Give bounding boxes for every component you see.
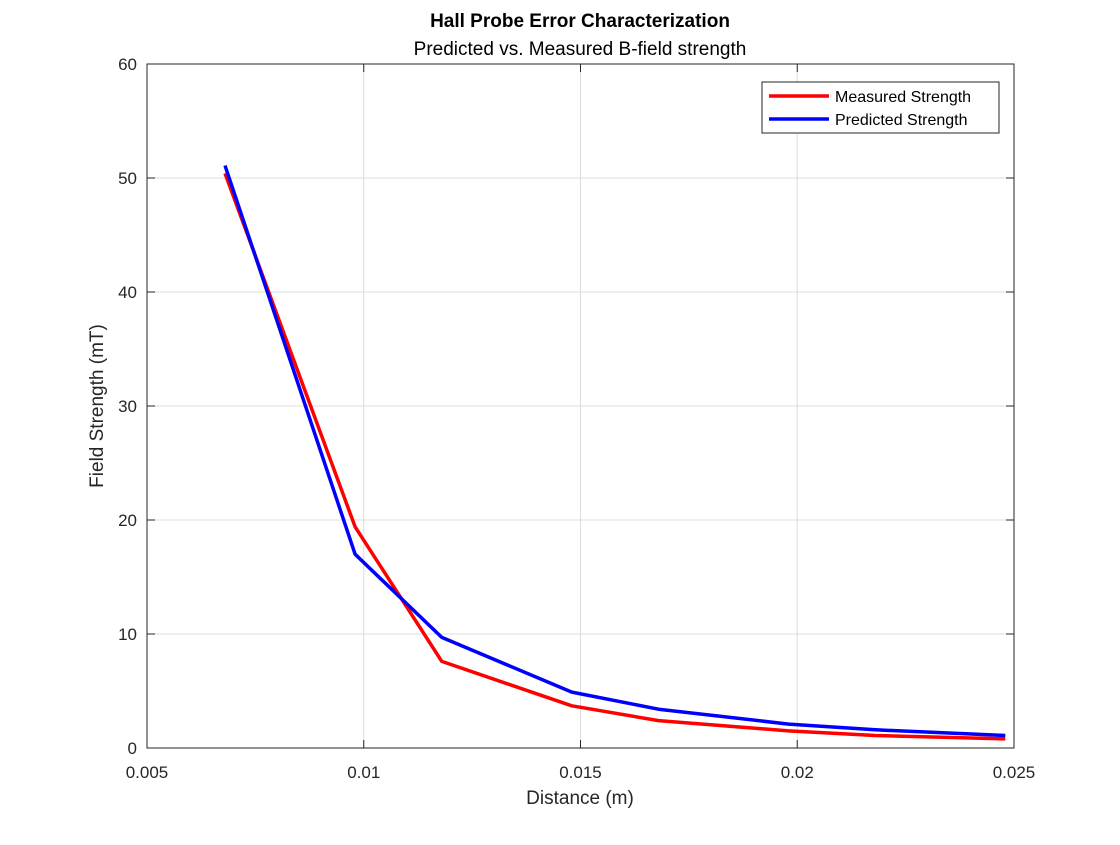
y-tick-label: 60 (118, 55, 137, 74)
x-axis-label: Distance (m) (526, 788, 634, 809)
x-tick-labels: 0.005 0.01 0.015 0.02 0.025 (126, 763, 1036, 782)
x-tick-label: 0.02 (781, 763, 814, 782)
chart-subtitle: Predicted vs. Measured B-field strength (414, 39, 747, 60)
chart-title: Hall Probe Error Characterization (430, 11, 730, 32)
series-line-predicted (223, 164, 1006, 738)
legend: Measured Strength Predicted Strength (761, 81, 1000, 134)
legend-label-measured: Measured Strength (835, 89, 971, 106)
x-tick-label: 0.015 (559, 763, 602, 782)
x-tick-label: 0.01 (347, 763, 380, 782)
y-tick-label: 10 (118, 625, 137, 644)
y-tick-label: 40 (118, 283, 137, 302)
y-tick-label: 30 (118, 397, 137, 416)
grid (147, 64, 1014, 748)
y-tick-label: 20 (118, 511, 137, 530)
legend-label-predicted: Predicted Strength (835, 112, 968, 129)
y-tick-label: 0 (128, 739, 137, 758)
x-tick-label: 0.025 (993, 763, 1036, 782)
y-tick-label: 50 (118, 169, 137, 188)
ticks (146, 63, 1015, 749)
legend-box (761, 81, 1000, 134)
y-tick-labels: 0 10 20 30 40 50 60 (118, 55, 137, 758)
x-tick-label: 0.005 (126, 763, 169, 782)
y-axis-label: Field Strength (mT) (87, 324, 108, 488)
series-lines (223, 164, 1006, 741)
series-line-measured (223, 172, 1006, 741)
